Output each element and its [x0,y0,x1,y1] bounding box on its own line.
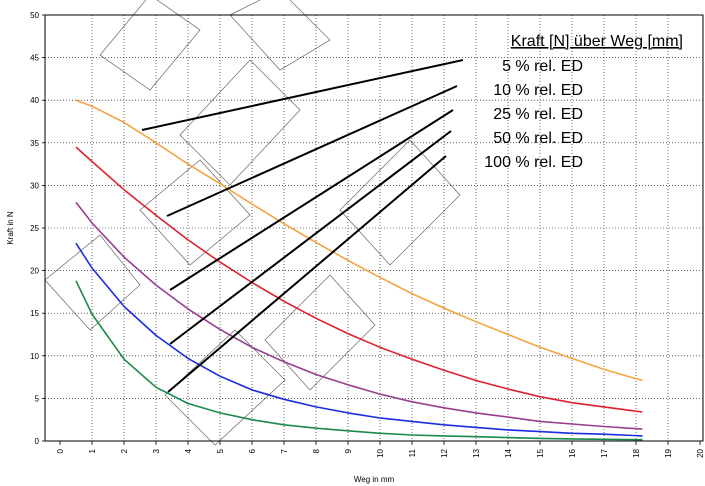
legend-entry-10: 10 % rel. ED [493,82,583,99]
x-tick-label-12: 12 [440,448,449,457]
legend-entry-25: 25 % rel. ED [493,106,583,123]
y-tick-label-35: 35 [30,139,39,148]
x-tick-label-11: 11 [408,448,417,457]
series-line-1 [75,99,643,382]
y-tick-label-45: 45 [30,54,39,63]
y-tick-label-50: 50 [30,11,39,20]
pointer-line-100 [167,155,447,393]
x-tick-label-13: 13 [472,448,481,457]
x-tick-label-0: 0 [56,448,65,453]
x-axis-ticks: 0 1 2 3 4 5 6 7 8 9 10 11 12 13 14 15 16 17 18 19 20 [56,441,705,458]
series-line-5 [75,280,643,441]
series-layer [75,99,643,441]
x-tick-label-19: 19 [664,448,673,457]
legend: Kraft [N] über Weg [mm] 5 % rel. ED 10 %… [484,33,683,171]
legend-pointers [141,59,464,393]
x-tick-label-14: 14 [504,448,513,457]
pointer-line-10 [166,85,458,217]
x-tick-label-7: 7 [280,448,289,453]
y-tick-label-0: 0 [35,437,40,446]
x-tick-label-10: 10 [376,448,385,457]
y-tick-label-10: 10 [30,352,39,361]
legend-entry-5: 5 % rel. ED [502,58,583,75]
legend-entry-50: 50 % rel. ED [493,130,583,147]
x-tick-label-18: 18 [632,448,641,457]
y-axis-label: Kraft in N [6,211,15,245]
y-tick-label-30: 30 [30,181,39,190]
y-tick-label-5: 5 [35,394,40,403]
y-axis-ticks: 0 5 10 15 20 25 30 35 40 45 50 [30,11,45,446]
pointer-line-25 [169,109,454,291]
pointer-line-50 [169,130,452,345]
grid-lines [45,15,703,441]
x-tick-label-9: 9 [344,448,353,453]
pointer-line-5 [141,59,464,131]
x-axis-label: Weg in mm [354,475,395,484]
x-tick-label-20: 20 [696,448,705,457]
x-tick-label-5: 5 [216,448,225,453]
x-tick-label-17: 17 [600,448,609,457]
legend-entry-100: 100 % rel. ED [484,154,583,171]
watermark [44,0,461,446]
x-tick-label-15: 15 [536,448,545,457]
x-tick-label-2: 2 [120,448,129,453]
series-line-3 [75,201,643,430]
x-tick-label-3: 3 [152,448,161,453]
x-tick-label-16: 16 [568,448,577,457]
series-line-4 [75,242,643,437]
y-tick-label-15: 15 [30,309,39,318]
y-tick-label-40: 40 [30,96,39,105]
x-tick-label-8: 8 [312,448,321,453]
legend-title: Kraft [N] über Weg [mm] [511,33,683,50]
y-tick-label-20: 20 [30,267,39,276]
x-tick-label-1: 1 [88,448,97,453]
y-tick-label-25: 25 [30,224,39,233]
x-tick-label-6: 6 [248,448,257,453]
series-line-2 [75,146,643,413]
x-tick-label-4: 4 [184,448,193,453]
